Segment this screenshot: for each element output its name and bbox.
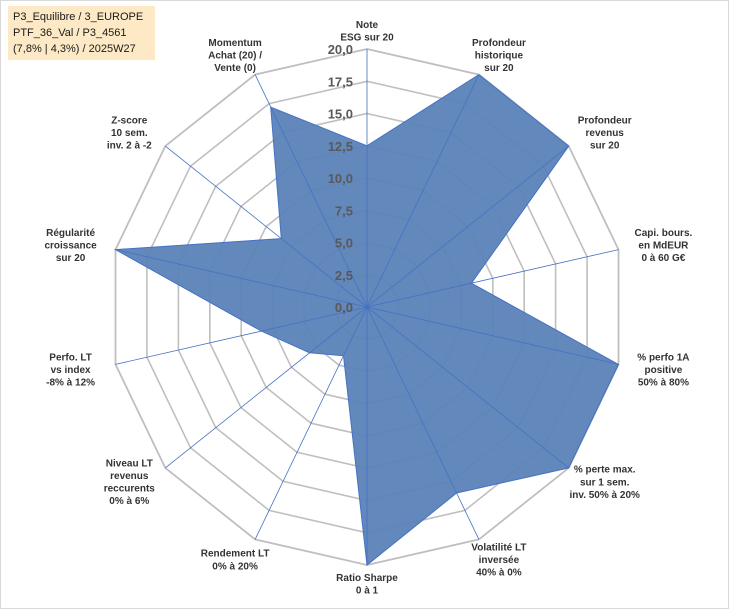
header-line-3: (7,8% | 4,3%) / 2025W27 bbox=[13, 43, 136, 55]
tick-label: 15,0 bbox=[328, 107, 353, 122]
axis-label-line: revenus bbox=[586, 128, 625, 139]
axis-label: Z-score 10 sem. inv. 2 à -2 bbox=[107, 116, 152, 152]
axis-label-line: vs index bbox=[51, 365, 91, 376]
axis-label-line: sur 20 bbox=[56, 253, 86, 264]
axis-label-line: inv. 50% à 20% bbox=[569, 490, 640, 501]
header-line-2: PTF_36_Val / P3_4561 bbox=[13, 27, 127, 39]
axis-label: Ratio Sharpe 0 à 1 bbox=[336, 573, 398, 597]
axis-label-line: 0 à 1 bbox=[356, 586, 379, 597]
axis-label: Capi. bours. en MdEUR 0 à 60 G€ bbox=[635, 228, 693, 264]
axis-label: Profondeur revenus sur 20 bbox=[578, 116, 632, 152]
axis-label-line: Volatilité LT bbox=[471, 542, 526, 553]
header-line-1: P3_Equilibre / 3_EUROPE bbox=[13, 11, 144, 23]
axis-label-line: Régularité bbox=[46, 228, 95, 239]
tick-label: 7,5 bbox=[335, 203, 353, 218]
axis-label: Volatilité LT inversée 40% à 0% bbox=[471, 542, 526, 578]
axis-label: % perfo 1A positive 50% à 80% bbox=[637, 352, 689, 388]
axis-label-line: ESG sur 20 bbox=[340, 32, 394, 43]
axis-label-line: Niveau LT bbox=[106, 458, 153, 469]
axis-label-line: % perfo 1A bbox=[637, 352, 689, 363]
axis-label-line: Z-score bbox=[111, 116, 148, 127]
axis-spoke bbox=[366, 306, 569, 469]
axis-label-line: reccurents bbox=[104, 484, 156, 495]
axis-spoke bbox=[366, 306, 619, 365]
axis-label-line: inv. 2 à -2 bbox=[107, 141, 152, 152]
axis-label: Régularité croissance sur 20 bbox=[44, 228, 97, 264]
axis-spoke bbox=[366, 145, 569, 308]
axis-label-line: revenus bbox=[110, 471, 149, 482]
axis-label-line: Profondeur bbox=[472, 38, 526, 49]
radar-axis-labels: Note ESG sur 20 Profondeur historique sur 20… bbox=[44, 20, 692, 597]
axis-spoke bbox=[165, 306, 368, 469]
axis-label: Perfo. LT vs index -8% à 12% bbox=[46, 352, 95, 388]
axis-label-line: 40% à 0% bbox=[476, 568, 522, 579]
axis-label-line: 0% à 20% bbox=[212, 561, 258, 572]
tick-label: 12,5 bbox=[328, 139, 353, 154]
axis-label-line: historique bbox=[475, 50, 524, 61]
tick-label: 0,0 bbox=[335, 300, 353, 315]
axis-spoke bbox=[254, 74, 368, 308]
axis-label-line: sur 20 bbox=[590, 141, 620, 152]
axis-label-line: croissance bbox=[44, 240, 97, 251]
axis-label-line: 10 sem. bbox=[111, 128, 148, 139]
axis-label-line: en MdEUR bbox=[638, 240, 689, 251]
tick-label: 2,5 bbox=[335, 268, 353, 283]
axis-label-line: 0 à 60 G€ bbox=[641, 253, 685, 264]
axis-label-line: 0% à 6% bbox=[109, 496, 149, 507]
axis-label-line: -8% à 12% bbox=[46, 378, 95, 389]
portfolio-header: P3_Equilibre / 3_EUROPE PTF_36_Val / P3_… bbox=[8, 6, 155, 60]
axis-label: Rendement LT 0% à 20% bbox=[201, 549, 270, 573]
axis-label-line: sur 20 bbox=[484, 63, 514, 74]
axis-spoke bbox=[165, 145, 368, 308]
radar-tick-labels: 0,0 2,5 5,0 7,5 10,0 12,5 15,0 17,5 20,0 bbox=[328, 42, 353, 315]
tick-label: 5,0 bbox=[335, 236, 353, 251]
axis-spoke bbox=[254, 306, 368, 540]
axis-label-line: Profondeur bbox=[578, 116, 632, 127]
axis-label-line: sur 1 sem. bbox=[580, 477, 630, 488]
axis-label: Momentum Achat (20) / Vente (0) bbox=[208, 38, 262, 74]
axis-spoke bbox=[115, 249, 368, 308]
axis-label: Note ESG sur 20 bbox=[340, 20, 394, 44]
axis-label-line: Rendement LT bbox=[201, 549, 270, 560]
axis-label-line: 50% à 80% bbox=[638, 378, 689, 389]
tick-label: 17,5 bbox=[328, 74, 353, 89]
axis-label-line: Ratio Sharpe bbox=[336, 573, 398, 584]
axis-label: Niveau LT revenus reccurents 0% à 6% bbox=[104, 458, 156, 507]
axis-label-line: Capi. bours. bbox=[635, 228, 693, 239]
axis-spoke bbox=[115, 306, 368, 365]
axis-label: % perte max. sur 1 sem. inv. 50% à 20% bbox=[569, 465, 640, 501]
axis-label-line: positive bbox=[645, 365, 683, 376]
axis-spoke bbox=[366, 306, 480, 540]
tick-label: 10,0 bbox=[328, 171, 353, 186]
axis-label-line: % perte max. bbox=[574, 465, 636, 476]
axis-label-line: inversée bbox=[479, 555, 520, 566]
axis-label-line: Achat (20) / bbox=[208, 50, 262, 61]
axis-label-line: Note bbox=[356, 20, 379, 31]
axis-label-line: Perfo. LT bbox=[49, 352, 92, 363]
axis-label-line: Momentum bbox=[208, 38, 261, 49]
axis-label-line: Vente (0) bbox=[214, 63, 256, 74]
axis-spoke bbox=[366, 74, 480, 308]
axis-spoke bbox=[366, 249, 619, 308]
axis-label: Profondeur historique sur 20 bbox=[472, 38, 526, 74]
tick-label: 20,0 bbox=[328, 42, 353, 57]
